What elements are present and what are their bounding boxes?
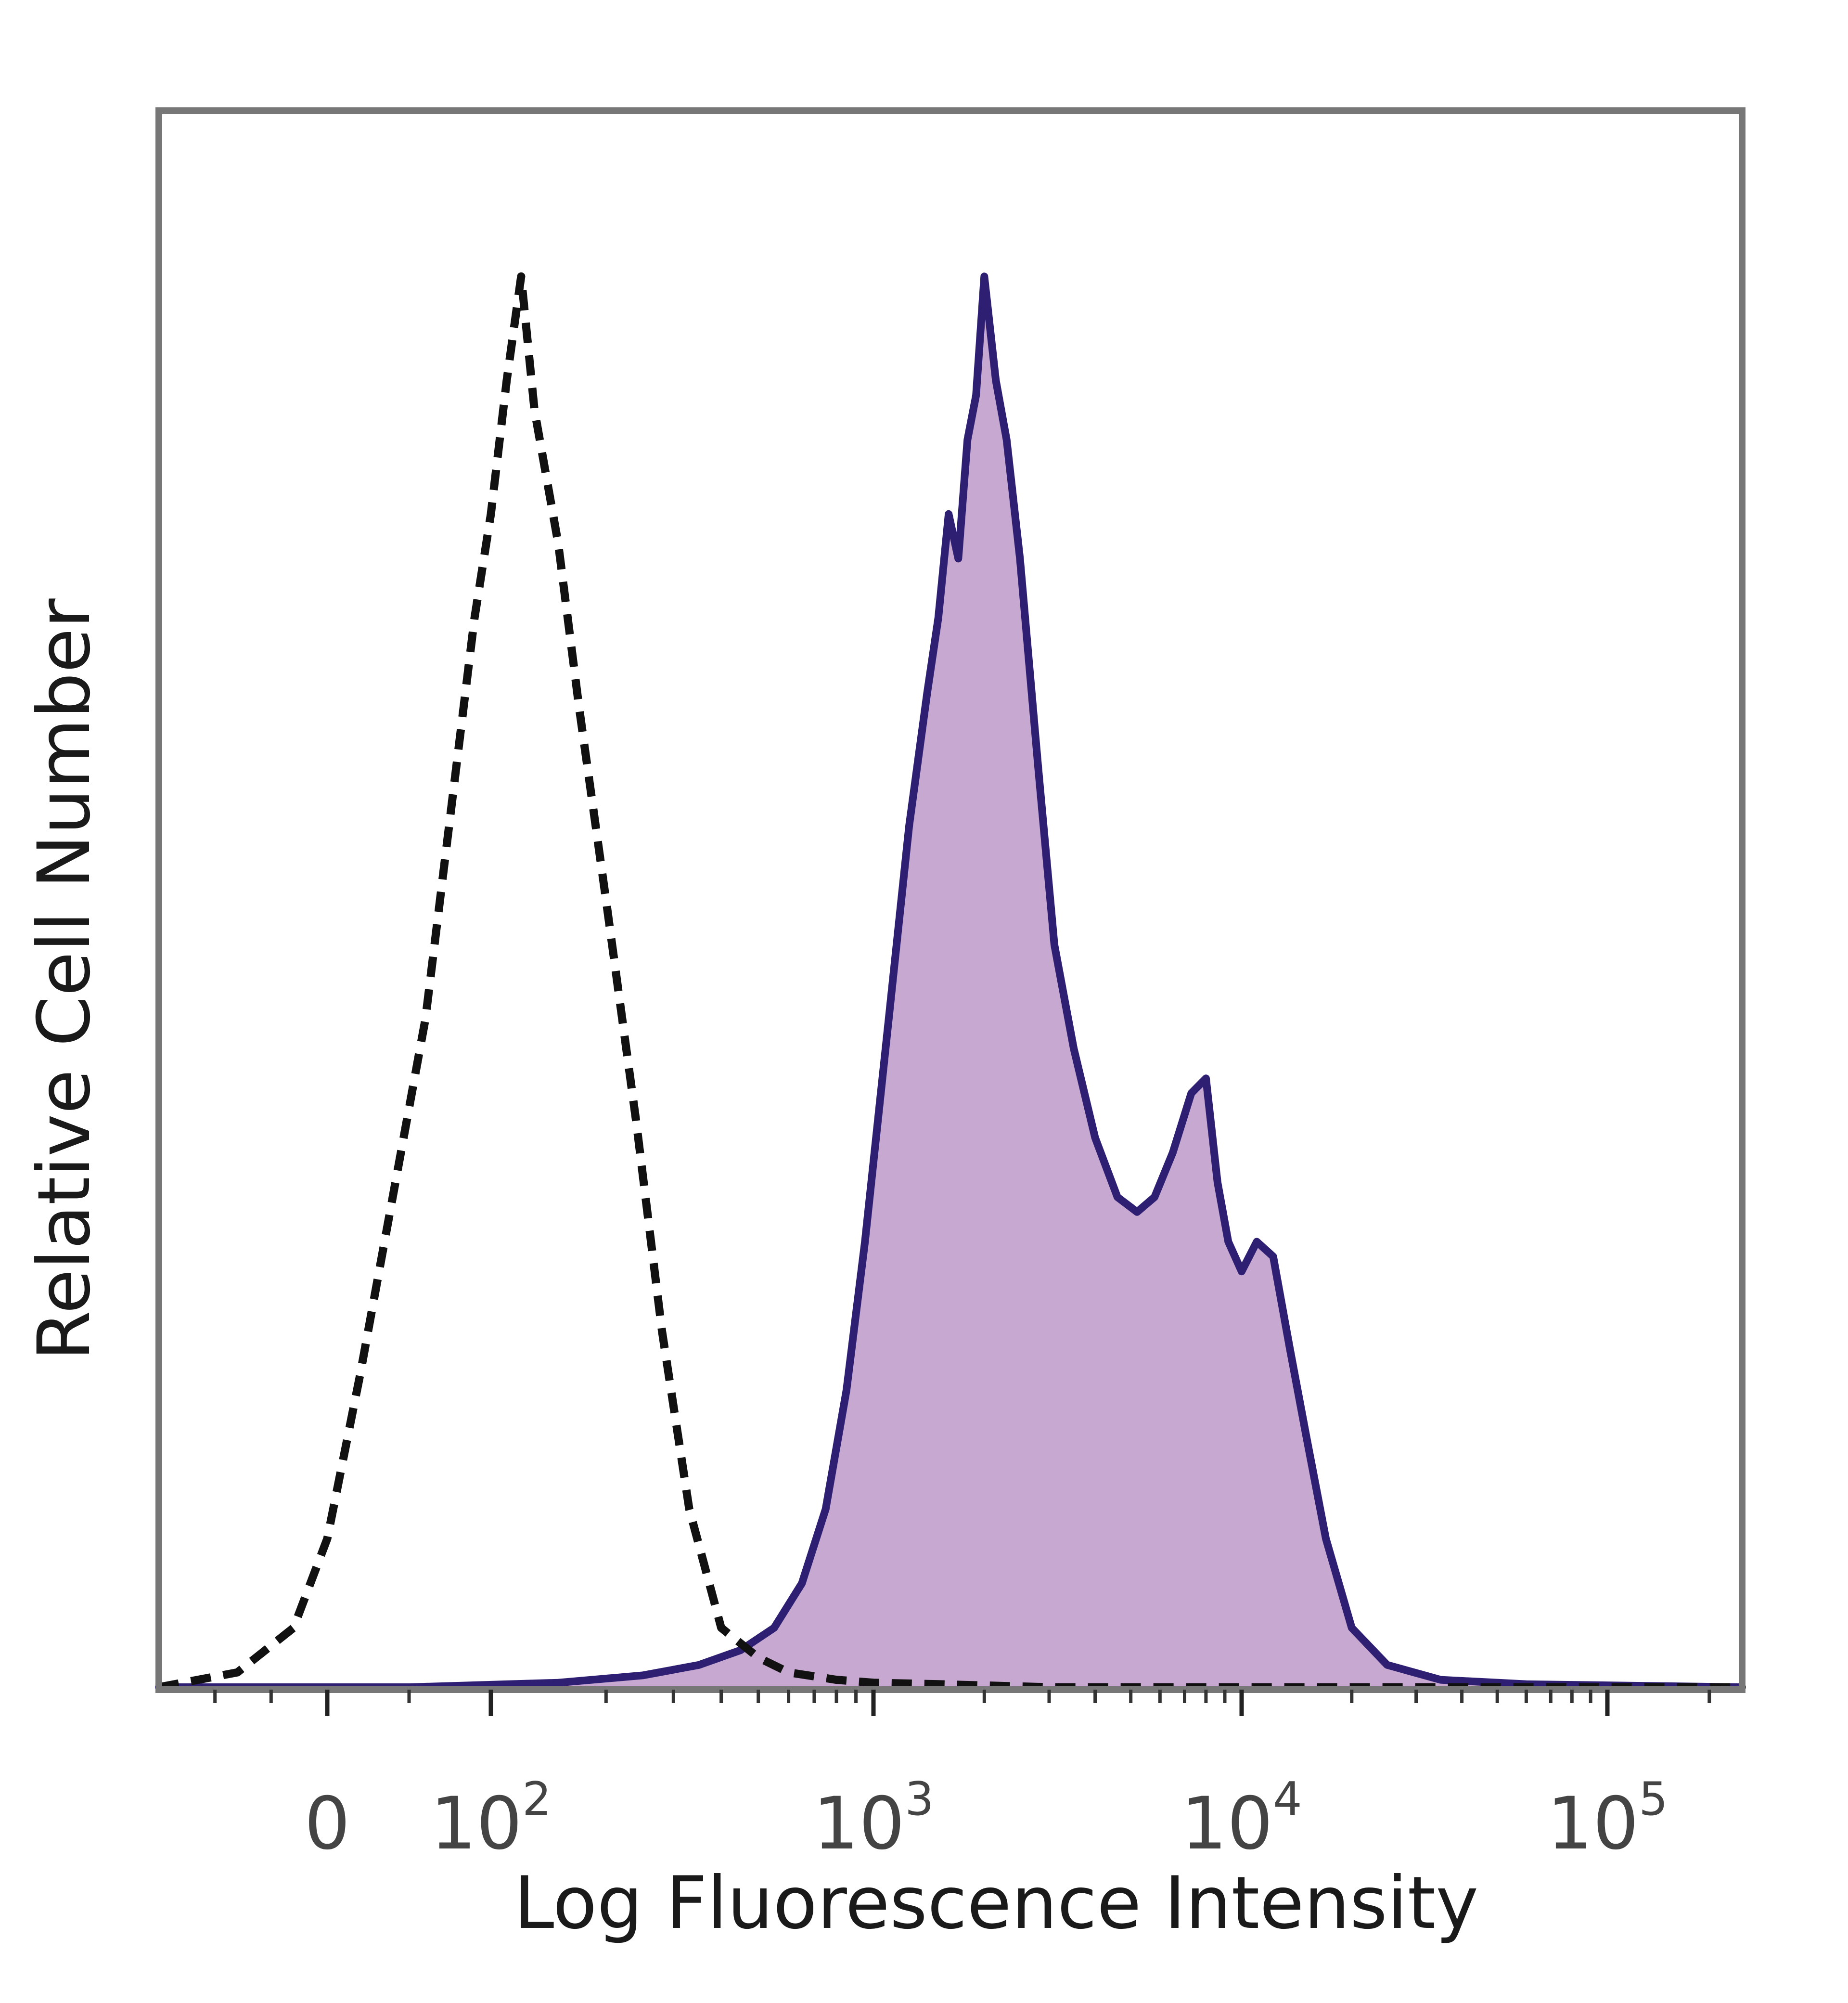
stained-histogram-fill xyxy=(159,276,1742,1687)
y-axis-title: Relative Cell Number xyxy=(23,598,106,1361)
control-histogram-line xyxy=(158,272,1742,1692)
plot-layer xyxy=(155,272,1746,1692)
plot-frame xyxy=(155,107,1745,1693)
x-axis-title: Log Fluorescence Intensity xyxy=(514,1861,1478,1945)
x-tick-label: 104 xyxy=(1181,1773,1302,1866)
x-tick-label: 103 xyxy=(813,1773,934,1866)
x-axis-ticks: 0 102 103 104 105 xyxy=(213,1690,1711,1866)
stained-histogram-line xyxy=(155,272,1746,1691)
x-tick-label: 105 xyxy=(1547,1773,1668,1866)
x-tick-label: 0 xyxy=(304,1782,350,1866)
x-tick-label: 102 xyxy=(430,1773,551,1866)
